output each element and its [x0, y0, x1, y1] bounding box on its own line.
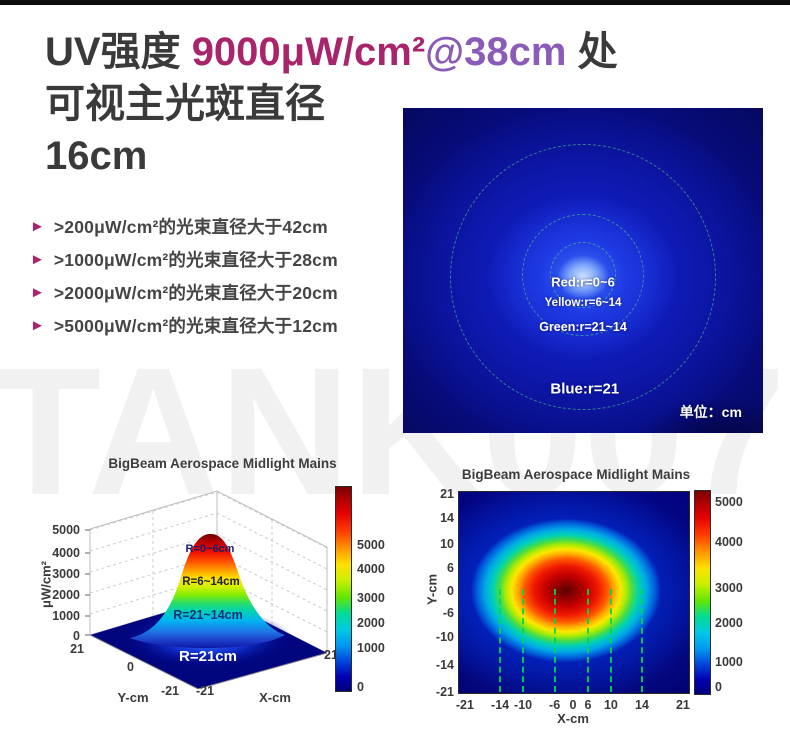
zone-label-green: Green:r=21~14 — [539, 320, 627, 335]
z-axis-tick: 1000 — [52, 609, 80, 623]
x-axis-tick: -21 — [455, 698, 474, 712]
zone-label-blue: Blue:r=21 — [550, 380, 620, 398]
x-axis-label: X-cm — [557, 711, 589, 726]
colorbar-tick: 0 — [357, 680, 364, 694]
y-axis-tick: -21 — [160, 684, 180, 698]
spec-bullet-list: ► >200μW/cm²的光束直径大于42cm ► >1000μW/cm²的光束… — [30, 216, 338, 348]
zone-label-yellow: Yellow:r=6~14 — [544, 297, 622, 309]
list-item: ► >5000μW/cm²的光束直径大于12cm — [30, 315, 338, 336]
y-axis-tick: 21 — [440, 487, 454, 501]
x-axis-tick: 21 — [324, 648, 338, 662]
y-axis-tick: 0 — [447, 584, 454, 599]
dashed-gridline-x--10 — [522, 589, 525, 692]
colorbar-tick: 3000 — [715, 581, 743, 595]
x-axis-tick: -6 — [549, 698, 561, 712]
top-bar — [0, 0, 790, 5]
surface-plot-title: BigBeam Aerospace Midlight Mains — [108, 456, 337, 471]
y-axis-tick: -14 — [435, 658, 454, 673]
list-item: ► >200μW/cm²的光束直径大于42cm — [30, 216, 338, 237]
heatmap-title: BigBeam Aerospace Midlight Mains — [461, 467, 691, 482]
z-axis-tick: 2000 — [52, 588, 80, 602]
x-axis-tick: -10 — [514, 698, 533, 712]
dashed-gridline-x-14 — [641, 589, 643, 692]
title-intensity-value: 9000μW/cm² — [191, 30, 426, 74]
colorbar — [335, 486, 352, 692]
colorbar-tick: 5000 — [715, 495, 743, 509]
bullet-text: >200μW/cm²的光束直径大于42cm — [53, 216, 328, 237]
y-axis-tick: 14 — [440, 510, 454, 525]
colorbar-tick: 3000 — [357, 591, 385, 605]
list-item: ► >1000μW/cm²的光束直径大于28cm — [30, 249, 338, 270]
title-distance: @38cm — [425, 30, 567, 74]
dashed-gridline-x--6 — [553, 589, 556, 692]
title-line-3: 16cm — [45, 134, 148, 178]
z-axis-label: μW/cm² — [38, 561, 54, 608]
title-line-1: UV强度 9000μW/cm²@38cm 处 — [45, 26, 618, 78]
arrow-bullet-icon: ► — [30, 250, 45, 268]
bullet-text: >5000μW/cm²的光束直径大于12cm — [53, 315, 338, 336]
dashed-circle-green — [522, 214, 644, 336]
dashed-gridline-x--14 — [499, 589, 502, 692]
x-axis-tick: 14 — [635, 698, 649, 712]
colorbar-tick: 4000 — [357, 562, 385, 576]
surface-annotation-red-zone: R=0~6cm — [185, 543, 235, 555]
y-axis-tick: -6 — [442, 606, 454, 620]
colorbar — [694, 490, 711, 695]
x-axis-tick: 6 — [584, 698, 592, 712]
dashed-circle-yellow — [550, 242, 616, 308]
y-axis-tick: 21 — [70, 642, 84, 656]
arrow-bullet-icon: ► — [30, 217, 45, 235]
arrow-bullet-icon: ► — [30, 316, 45, 334]
heatmap-canvas — [458, 491, 690, 694]
surface-plot-canvas — [85, 490, 328, 690]
colorbar-tick: 5000 — [357, 538, 385, 552]
beam-spot-diagram: Red:r=0~6 Yellow:r=6~14 Green:r=21~14 Bl… — [403, 108, 763, 433]
page-title: UV强度 9000μW/cm²@38cm 处 可视主光斑直径 16cm — [45, 26, 618, 182]
x-axis-tick: 0 — [569, 698, 577, 712]
y-axis-label: Y-cm — [117, 690, 149, 705]
y-axis-tick: -21 — [435, 685, 454, 699]
dashed-gridline-x-6 — [586, 589, 589, 692]
z-axis-tick: 5000 — [52, 523, 80, 537]
y-axis-tick: 6 — [447, 560, 454, 575]
colorbar-tick: 2000 — [357, 616, 385, 630]
x-axis-tick: 21 — [675, 698, 690, 712]
y-axis-tick: -10 — [435, 629, 454, 644]
surface-annotation-blue-zone: R=21cm — [179, 648, 237, 665]
arrow-bullet-icon: ► — [30, 283, 45, 301]
surface-annotation-yellow-zone: R=6~14cm — [182, 576, 240, 588]
unit-label: 单位：cm — [679, 403, 742, 420]
surface-annotation-green-zone: R=21~14cm — [173, 608, 243, 622]
bullet-text: >1000μW/cm²的光束直径大于28cm — [53, 249, 338, 270]
colorbar-tick: 0 — [715, 680, 722, 694]
title-prefix: UV强度 — [45, 30, 192, 74]
z-axis-tick: 0 — [73, 629, 80, 643]
y-axis-tick: 0 — [127, 660, 134, 674]
x-axis-tick: -14 — [491, 698, 510, 712]
y-axis-label: Y-cm — [424, 573, 440, 606]
surface-3d-plot: BigBeam Aerospace Midlight Mains — [30, 445, 405, 729]
bullet-text: >2000μW/cm²的光束直径大于20cm — [53, 282, 338, 303]
x-axis-label: X-cm — [259, 690, 291, 705]
z-axis-tick: 4000 — [52, 546, 80, 560]
zone-label-red: Red:r=0~6 — [551, 274, 615, 290]
heatmap-plot: BigBeam Aerospace Midlight Mains 21 14 10 6… — [425, 455, 790, 729]
colorbar-tick: 4000 — [715, 535, 743, 549]
colorbar-tick: 1000 — [357, 641, 385, 655]
x-axis-tick: -21 — [195, 684, 215, 698]
z-axis-tick: 3000 — [52, 567, 80, 581]
colorbar-tick: 2000 — [715, 616, 743, 630]
list-item: ► >2000μW/cm²的光束直径大于20cm — [30, 282, 338, 303]
title-line-2: 可视主光斑直径 — [45, 82, 325, 126]
x-axis-tick: 10 — [603, 698, 618, 712]
dashed-gridline-x-10 — [609, 589, 612, 692]
colorbar-tick: 1000 — [715, 655, 743, 669]
title-suffix: 处 — [566, 30, 618, 74]
y-axis-tick: 10 — [440, 537, 454, 552]
dashed-circle-blue-r21 — [450, 144, 716, 410]
